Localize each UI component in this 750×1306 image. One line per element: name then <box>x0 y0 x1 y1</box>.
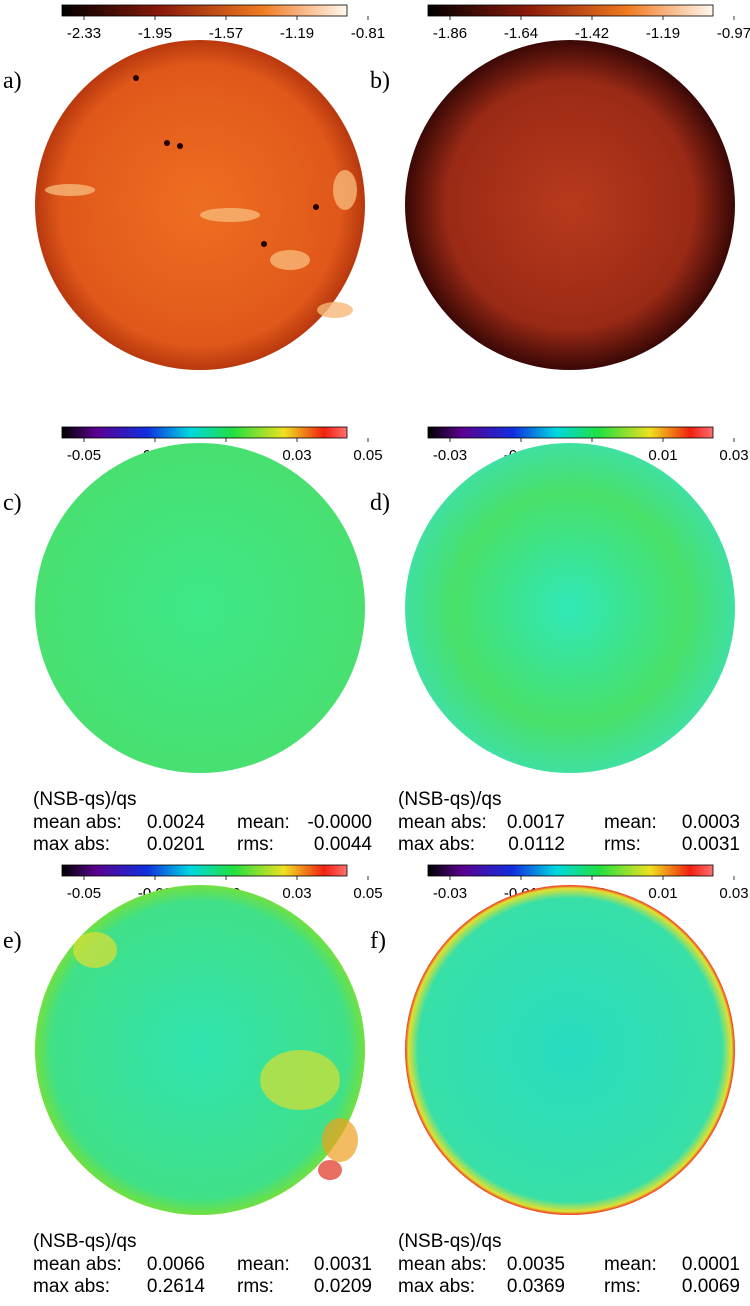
stat-label: max abs: <box>398 1276 475 1297</box>
colorbar-label: -1.19 <box>280 25 314 42</box>
colorbar-label: -1.42 <box>575 25 609 42</box>
residual <box>73 932 117 968</box>
stat-value: 0.0044 <box>314 834 373 855</box>
disk-image <box>405 40 735 370</box>
colorbar-label: -0.81 <box>351 25 385 42</box>
colorbar-label: 0.01 <box>648 447 677 464</box>
stats-title: (NSB-qs)/qs <box>33 1231 136 1252</box>
disk-image <box>405 885 735 1215</box>
stats-title: (NSB-qs)/qs <box>398 1231 501 1252</box>
colorbar-label: 0.03 <box>282 447 311 464</box>
colorbar-label: 0.05 <box>353 447 382 464</box>
stat-value: 0.0003 <box>682 812 740 833</box>
stat-value: 0.0031 <box>314 1254 372 1275</box>
plage <box>200 208 260 222</box>
stat-value: 0.0024 <box>147 812 206 833</box>
panel-label: c) <box>3 490 22 516</box>
stat-value: 0.0369 <box>507 1276 565 1297</box>
sunspot <box>177 143 183 149</box>
stat-value: 0.0069 <box>682 1276 740 1297</box>
colorbar <box>61 426 348 439</box>
stat-label: rms: <box>237 1276 274 1297</box>
colorbar-label: 0.03 <box>282 885 311 902</box>
stat-label: mean: <box>604 812 657 833</box>
stat-label: mean: <box>604 1254 657 1275</box>
residual <box>260 1050 340 1110</box>
stat-label: max abs: <box>33 834 110 855</box>
plage <box>45 184 95 196</box>
colorbar-label: -0.97 <box>717 25 750 42</box>
sunspot <box>164 140 170 146</box>
stat-value: 0.0001 <box>682 1254 740 1275</box>
stats-title: (NSB-qs)/qs <box>33 789 136 810</box>
stat-label: rms: <box>237 834 274 855</box>
sunspot <box>313 204 319 210</box>
panel-label: e) <box>3 928 22 954</box>
stat-value: 0.0035 <box>507 1254 565 1275</box>
sunspot <box>133 75 139 81</box>
sunspot <box>261 241 267 247</box>
stat-value: -0.0000 <box>308 812 372 833</box>
colorbar-label: -1.64 <box>504 25 538 42</box>
colorbar <box>427 4 714 17</box>
panel-label: a) <box>3 68 22 94</box>
stat-label: mean: <box>237 812 290 833</box>
colorbar <box>61 864 348 877</box>
colorbar-label: 0.03 <box>719 447 748 464</box>
panel-label: d) <box>370 490 390 516</box>
disk-image <box>405 443 735 773</box>
stat-value: 0.0031 <box>682 834 740 855</box>
colorbar <box>427 426 714 439</box>
stat-label: max abs: <box>33 1276 110 1297</box>
stat-value: 0.0112 <box>508 834 565 855</box>
disk-image <box>35 885 365 1215</box>
plage <box>270 250 310 270</box>
stat-label: rms: <box>604 834 641 855</box>
stat-label: mean abs: <box>33 812 122 833</box>
stat-label: max abs: <box>398 834 475 855</box>
stat-label: mean: <box>237 1254 290 1275</box>
colorbar-label: -1.19 <box>646 25 680 42</box>
stat-value: 0.0066 <box>147 1254 205 1275</box>
disk-image <box>35 443 365 773</box>
stat-label: mean abs: <box>33 1254 122 1275</box>
colorbar-label: -2.33 <box>67 25 101 42</box>
colorbar <box>427 864 714 877</box>
plage <box>333 170 357 210</box>
colorbar-label: 0.05 <box>353 885 382 902</box>
stats-title: (NSB-qs)/qs <box>398 789 501 810</box>
colorbar-label: -1.86 <box>433 25 467 42</box>
colorbar-label: -0.03 <box>433 885 467 902</box>
stat-value: 0.0017 <box>507 812 565 833</box>
stat-value: 0.0201 <box>147 834 205 855</box>
colorbar <box>61 4 348 17</box>
disk-image <box>35 40 365 370</box>
colorbar-label: -0.05 <box>67 885 101 902</box>
stat-value: 0.0209 <box>314 1276 372 1297</box>
residual <box>322 1118 358 1162</box>
stat-label: rms: <box>604 1276 641 1297</box>
colorbar-label: 0.01 <box>648 885 677 902</box>
colorbar-label: -1.57 <box>209 25 243 42</box>
panel-label: f) <box>370 928 386 954</box>
residual <box>318 1160 342 1180</box>
colorbar-label: -0.03 <box>433 447 467 464</box>
colorbar-label: -1.95 <box>138 25 172 42</box>
panel-label: b) <box>370 68 390 94</box>
plage <box>317 302 353 318</box>
colorbar-label: 0.03 <box>719 885 748 902</box>
stat-label: mean abs: <box>398 812 487 833</box>
colorbar-label: -0.05 <box>67 447 101 464</box>
stat-value: 0.2614 <box>147 1276 206 1297</box>
stat-label: mean abs: <box>398 1254 487 1275</box>
